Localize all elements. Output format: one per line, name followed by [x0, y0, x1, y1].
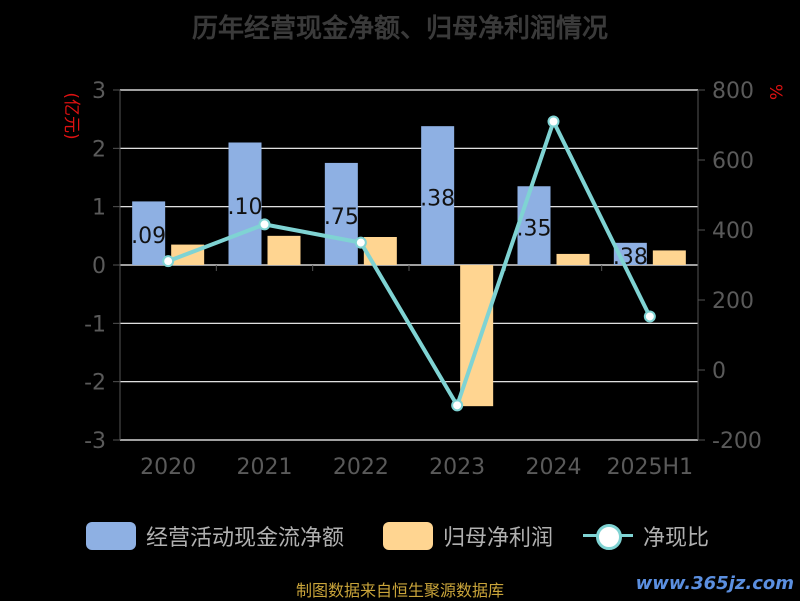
line-point — [162, 255, 175, 268]
legend-item-operating-cash[interactable]: 经营活动现金流净额 — [86, 516, 344, 556]
bar-data-label: .35 — [517, 217, 552, 242]
line-point — [451, 399, 464, 412]
legend-swatch-net-profit — [383, 522, 433, 550]
x-tick-label: 2024 — [526, 455, 582, 480]
x-tick-label: 2022 — [333, 455, 389, 480]
line-point — [258, 218, 271, 231]
y-right-tick-label: 200 — [712, 289, 754, 314]
bar-data-label: .38 — [420, 187, 455, 212]
bar — [517, 186, 551, 265]
line-point — [354, 236, 367, 249]
line-point — [643, 310, 656, 323]
bar — [228, 142, 262, 265]
y-left-tick-label: -3 — [84, 429, 106, 454]
legend-item-cash-ratio[interactable]: 净现比 — [583, 516, 709, 556]
x-tick-label: 2023 — [429, 455, 485, 480]
y-left-tick-label: 0 — [92, 254, 106, 279]
y-right-tick-label: 600 — [712, 149, 754, 174]
x-tick-label: 2025H1 — [607, 455, 694, 480]
legend-label-cash-ratio: 净现比 — [643, 526, 710, 551]
y-left-tick-label: 3 — [92, 79, 106, 104]
y-right-tick-label: 800 — [712, 79, 754, 104]
line-series — [167, 119, 652, 408]
bar — [324, 162, 358, 265]
y-left-tick-label: -2 — [84, 371, 106, 396]
legend-line-icon — [583, 522, 633, 550]
y-right-axis-label: % — [765, 84, 785, 100]
legend-item-net-profit[interactable]: 归母净利润 — [383, 516, 553, 556]
bar — [652, 250, 686, 265]
source-note: 制图数据来自恒生聚源数据库 — [295, 581, 504, 600]
bar-data-label: .10 — [228, 195, 263, 220]
bar — [267, 235, 301, 265]
legend-label-operating-cash: 经营活动现金流净额 — [146, 526, 345, 551]
y-right-tick-label: 400 — [712, 219, 754, 244]
y-left-tick-label: 2 — [92, 137, 106, 162]
bar-data-label: .75 — [324, 205, 359, 230]
x-tick-label: 2021 — [237, 455, 293, 480]
y-left-tick-label: 1 — [92, 196, 106, 221]
y-right-tick-label: 0 — [712, 359, 726, 384]
y-left-tick-label: -1 — [84, 312, 106, 337]
y-right-tick-label: -200 — [712, 429, 762, 454]
bar — [132, 201, 166, 265]
chart-legend: 经营活动现金流净额 归母净利润 净现比 — [0, 516, 800, 556]
bar — [421, 126, 455, 266]
chart-title: 历年经营现金净额、归母净利润情况 — [191, 14, 608, 44]
x-tick-label: 2020 — [140, 455, 196, 480]
bar — [363, 237, 397, 265]
legend-label-net-profit: 归母净利润 — [443, 526, 554, 551]
line-point — [547, 115, 560, 128]
legend-swatch-operating-cash — [86, 522, 136, 550]
bar — [556, 253, 590, 265]
bar-data-label: .09 — [131, 224, 166, 249]
watermark-logo: www.365jz.com — [635, 573, 794, 594]
y-left-axis-label: (亿元) — [61, 92, 81, 139]
